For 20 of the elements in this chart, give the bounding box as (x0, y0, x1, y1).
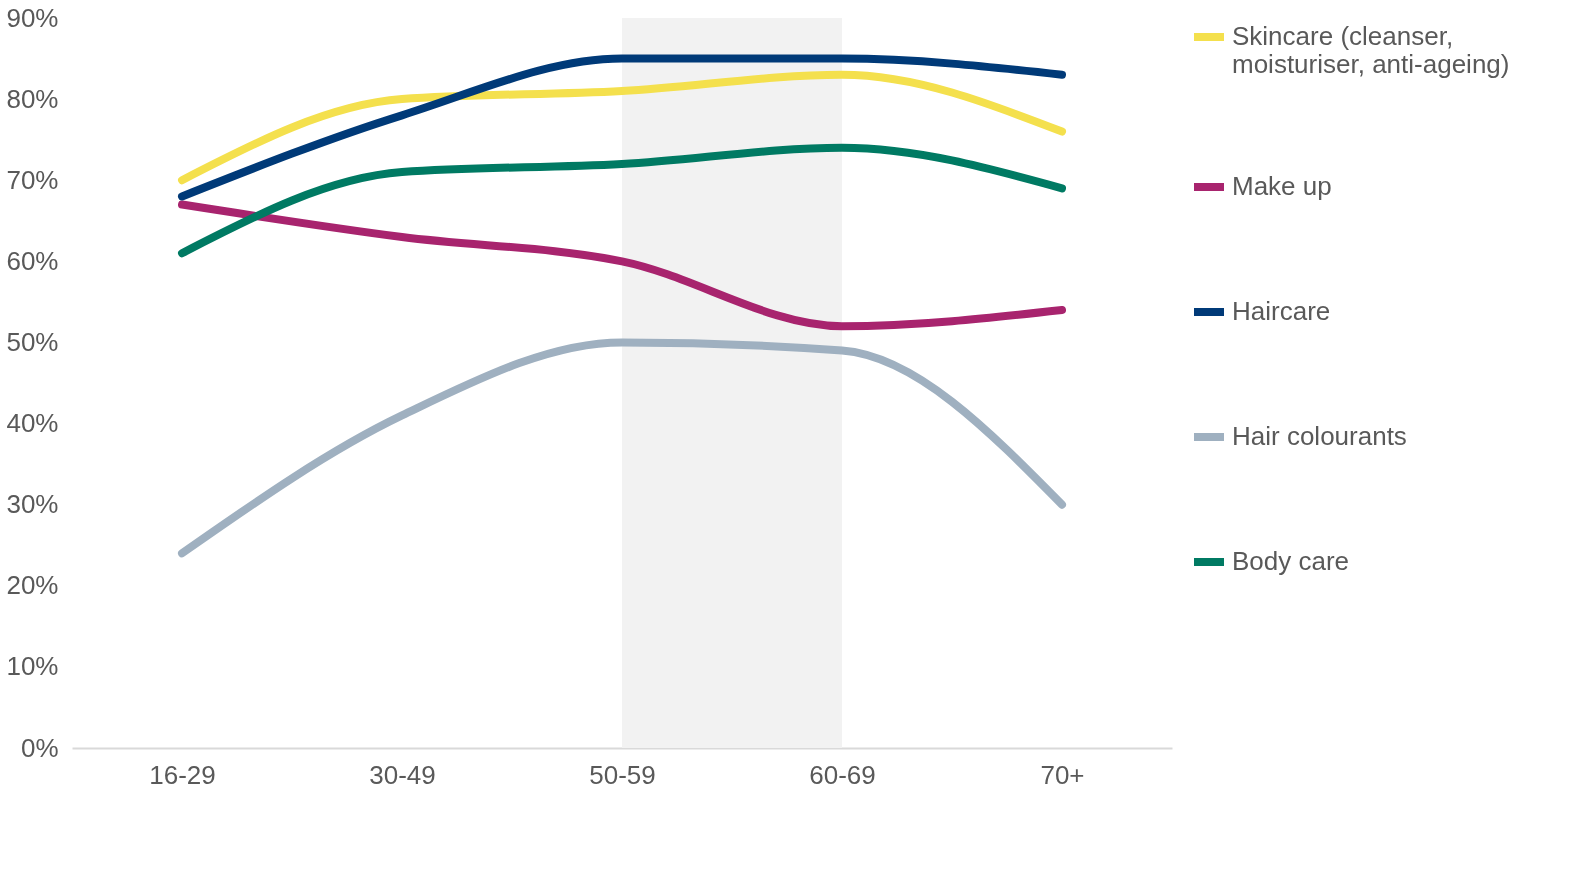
y-tick-label: 0% (20, 732, 59, 763)
y-tick-label: 60% (6, 245, 59, 276)
legend-label: Haircare (1232, 296, 1331, 326)
legend-label: Make up (1232, 171, 1332, 201)
legend-label: Hair colourants (1232, 421, 1407, 451)
y-tick-label: 30% (6, 489, 59, 520)
y-tick-label: 50% (6, 326, 59, 357)
legend-label: Body care (1232, 546, 1350, 576)
x-tick-label: 70+ (1040, 759, 1085, 790)
y-tick-label: 70% (6, 164, 59, 195)
y-tick-label: 20% (6, 570, 59, 601)
legend-label: Skincare (cleanser, moisturiser, anti-ageing) (1232, 21, 1510, 79)
x-tick-label: 16-29 (149, 759, 216, 790)
x-tick-label: 50-59 (589, 759, 656, 790)
y-tick-label: 80% (6, 83, 59, 114)
y-tick-label: 90% (6, 2, 59, 33)
y-tick-label: 40% (6, 408, 59, 439)
x-tick-label: 60-69 (809, 759, 876, 790)
y-tick-label: 10% (6, 651, 59, 682)
x-tick-label: 30-49 (369, 759, 436, 790)
